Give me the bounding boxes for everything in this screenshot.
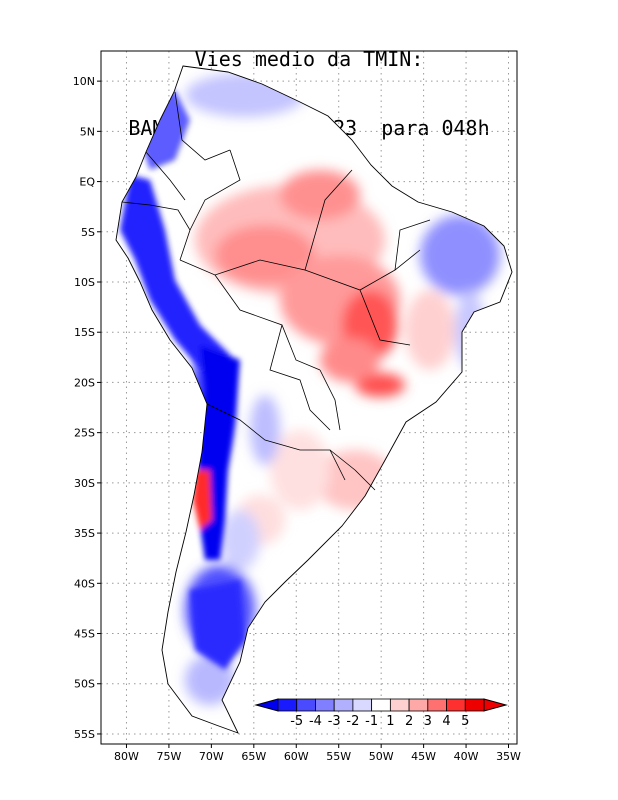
colorbar-segment [464,698,485,712]
colorbar-high-arrow [483,698,508,712]
lon-label: 60W [284,750,309,763]
lon-label: 35W [496,750,521,763]
bias-field [115,65,513,734]
colorbar-label: 2 [405,714,413,729]
colorbar-segment [352,698,373,712]
colorbar-segment [296,698,316,712]
lat-label: 45S [74,628,95,641]
colorbar-label: -5 [290,714,303,729]
lon-label: 50W [369,750,394,763]
colorbar-segment [277,698,298,712]
lat-label: 5N [80,125,95,138]
lon-label: 55W [326,750,351,763]
latitude-axis: 10N 5N EQ 5S 10S 15S 20S 25S 30S 35S 40S 45S 50S 55S [73,75,101,741]
colorbar-label: 1 [386,714,394,729]
colorbar-segment [333,698,354,712]
colorbar-label: 4 [442,714,450,729]
title-line-1: Vies medio da TMIN: [194,47,424,71]
colorbar-segment [371,698,391,712]
colorbar: -5 -4 -3 -2 -1 1 2 3 4 5 [254,698,508,729]
lat-label: 15S [74,326,95,339]
lon-label: 45W [411,750,436,763]
colorbar-low-arrow [254,698,279,712]
longitude-axis: 80W 75W 70W 65W 60W 55W 50W 45W 40W 35W [114,744,521,763]
colorbar-label: -1 [365,714,378,729]
lat-label: 30S [74,477,95,490]
colorbar-label: -4 [309,714,322,729]
lat-label: 10S [74,276,95,289]
lat-label: 10N [73,75,95,88]
colorbar-label: 3 [424,714,432,729]
lon-label: 40W [454,750,479,763]
colorbar-label: -3 [328,714,341,729]
lat-label: 50S [74,678,95,691]
lat-label: EQ [79,176,95,189]
coastline [115,65,513,734]
lat-label: 55S [74,728,95,741]
lat-label: 35S [74,527,95,540]
map-frame [100,50,518,745]
lon-label: 70W [199,750,224,763]
colorbar-segment [427,698,447,712]
lat-label: 5S [81,226,95,239]
lon-label: 75W [156,750,181,763]
lat-label: 25S [74,427,95,440]
colorbar-segment [408,698,429,712]
country-borders [121,91,431,491]
colorbar-label: 5 [461,714,469,729]
colorbar-segment [446,698,466,712]
colorbar-segment [389,698,410,712]
lon-label: 80W [114,750,139,763]
lat-label: 40S [74,577,95,590]
lat-label: 20S [74,376,95,389]
colorbar-label: -2 [346,714,359,729]
colorbar-segment [315,698,335,712]
lon-label: 65W [241,750,266,763]
